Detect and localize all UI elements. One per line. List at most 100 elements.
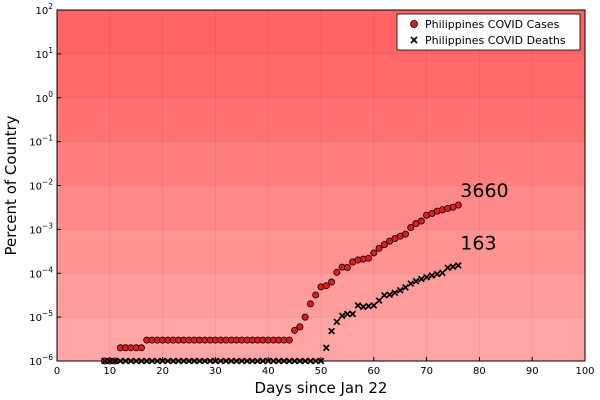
deaths-marker (312, 357, 320, 365)
cases-marker (401, 230, 409, 238)
x-tick-label: 90 (526, 366, 539, 377)
y-tick-label: 10−5 (29, 309, 53, 324)
deaths-marker (185, 357, 193, 365)
deaths-marker (159, 357, 167, 365)
y-axis-ticks: 102 101 100 10−1 10−2 10−3 10−4 10−5 10−6 (29, 2, 61, 368)
end-labels: 3660 163 (460, 180, 508, 254)
deaths-marker (349, 310, 357, 318)
deaths-marker (333, 318, 341, 326)
background-band (57, 185, 585, 230)
deaths-marker (280, 357, 288, 365)
deaths-marker (238, 357, 246, 365)
deaths-marker (380, 291, 388, 299)
deaths-marker (396, 286, 404, 294)
deaths-marker (148, 357, 156, 365)
cases-marker (296, 323, 304, 331)
cases-marker (454, 201, 462, 209)
deaths-marker (275, 357, 283, 365)
cases-marker (333, 268, 341, 276)
x-tick-label: 70 (420, 366, 433, 377)
data-marks (101, 201, 462, 365)
deaths-marker (439, 269, 446, 277)
y-axis-title: Percent of Country (2, 115, 20, 255)
deaths-marker (206, 357, 214, 365)
deaths-marker (301, 357, 309, 365)
deaths-marker (243, 357, 251, 365)
x-tick-label: 20 (156, 366, 169, 377)
legend-cases-marker (410, 20, 418, 28)
cases-marker (343, 264, 351, 272)
deaths-marker (201, 357, 209, 365)
deaths-marker (343, 310, 351, 318)
deaths-marker (111, 357, 119, 365)
x-tick-label: 50 (315, 366, 328, 377)
deaths-marker (180, 357, 188, 365)
legend-deaths-marker (410, 36, 418, 44)
cases-marker (137, 344, 145, 352)
deaths-marker (328, 327, 335, 335)
deaths-end-label: 163 (460, 232, 496, 254)
deaths-marker (354, 302, 362, 309)
y-tick-label: 10−1 (29, 134, 53, 149)
cases-marker (301, 313, 309, 321)
background-band (57, 141, 585, 186)
deaths-marker (291, 357, 299, 365)
deaths-marker (322, 344, 330, 352)
deaths-marker (285, 357, 293, 365)
cases-marker (285, 336, 293, 344)
deaths-marker (412, 277, 420, 285)
deaths-marker (138, 357, 145, 365)
deaths-marker (127, 357, 135, 365)
y-tick-label: 10−6 (29, 353, 53, 368)
x-tick-label: 40 (262, 366, 275, 377)
y-tick-label: 10−2 (29, 178, 53, 193)
deaths-marker (317, 357, 325, 365)
deaths-marker (116, 357, 124, 365)
x-tick-label: 0 (54, 366, 60, 377)
deaths-marker (164, 357, 172, 365)
deaths-marker (375, 297, 383, 305)
deaths-marker (370, 302, 378, 309)
cases-marker (407, 224, 415, 232)
cases-marker (306, 300, 314, 308)
deaths-marker (254, 357, 262, 365)
x-tick-label: 80 (473, 366, 486, 377)
deaths-marker (449, 263, 457, 271)
deaths-marker (270, 357, 277, 365)
x-tick-label: 10 (103, 366, 116, 377)
deaths-marker (391, 289, 399, 297)
deaths-marker (296, 357, 304, 365)
x-tick-label: 100 (575, 366, 594, 377)
background-band (57, 97, 585, 143)
cases-marker (375, 244, 383, 252)
deaths-marker (264, 357, 272, 365)
y-tick-label: 10−4 (29, 265, 53, 280)
cases-marker (322, 282, 330, 290)
deaths-marker (222, 357, 230, 365)
x-tick-label: 30 (209, 366, 222, 377)
deaths-marker (423, 273, 431, 281)
deaths-marker (211, 357, 219, 365)
plot-background-bands (57, 10, 585, 362)
deaths-marker (175, 357, 182, 365)
y-tick-label: 101 (35, 46, 53, 61)
y-tick-label: 102 (35, 2, 53, 17)
cases-end-label: 3660 (460, 180, 508, 202)
deaths-marker (122, 357, 130, 365)
deaths-marker (248, 357, 256, 365)
deaths-marker (365, 302, 372, 310)
deaths-marker (132, 357, 140, 365)
cases-marker (365, 254, 373, 262)
deaths-marker (359, 303, 367, 311)
legend-cases-label: Philippines COVID Cases (425, 18, 560, 31)
cases-marker (291, 326, 299, 334)
background-band (57, 273, 585, 318)
deaths-marker (217, 357, 225, 365)
deaths-marker (402, 284, 409, 291)
cases-marker (417, 217, 425, 225)
deaths-marker (444, 264, 452, 272)
x-tick-label: 60 (367, 366, 380, 377)
deaths-marker (233, 357, 240, 365)
y-tick-label: 10−3 (29, 221, 53, 236)
y-tick-label: 100 (35, 90, 53, 105)
